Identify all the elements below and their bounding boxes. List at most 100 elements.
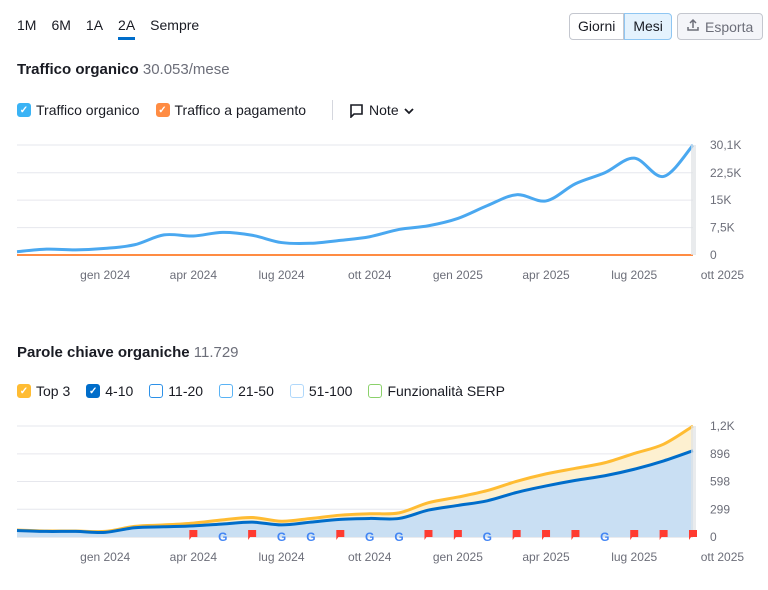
y-tick-label: 15K	[710, 193, 731, 207]
checkbox-unchecked-icon[interactable]	[289, 384, 304, 398]
export-button[interactable]: Esporta	[677, 13, 763, 40]
note-flag-icon[interactable]	[424, 530, 433, 540]
legend-label: 4-10	[105, 383, 134, 399]
flag-shape	[512, 530, 521, 540]
x-tick-label: apr 2024	[170, 268, 218, 282]
y-tick-label: 0	[710, 248, 717, 262]
legend-label: Traffico a pagamento	[174, 102, 307, 118]
x-tick-label: apr 2025	[522, 268, 570, 282]
legend-label: Top 3	[36, 383, 71, 399]
legend-organic-traffic[interactable]: ✓ Traffico organico	[17, 102, 140, 118]
google-update-icon[interactable]: G	[483, 530, 492, 544]
note-flag-icon[interactable]	[659, 530, 668, 540]
traffic-value: 30.053/mese	[142, 61, 230, 78]
x-tick-label: gen 2024	[80, 268, 130, 282]
flag-shape	[189, 530, 198, 540]
legend-funzionalit-serp[interactable]: Funzionalità SERP	[368, 383, 505, 399]
series-line-traffico-organico	[16, 144, 695, 254]
google-update-icon[interactable]: G	[218, 530, 227, 544]
note-flag-icon[interactable]	[512, 530, 521, 540]
flag-shape	[571, 530, 580, 540]
flag-shape	[542, 530, 551, 540]
checkbox-unchecked-icon[interactable]	[368, 384, 383, 398]
traffic-legend: ✓ Traffico organico ✓ Traffico a pagamento…	[17, 100, 424, 120]
note-flag-icon[interactable]	[630, 530, 639, 540]
divider	[332, 100, 334, 120]
legend-label: 11-20	[168, 383, 204, 399]
flag-shape	[630, 530, 639, 540]
legend-11-20[interactable]: 11-20	[149, 383, 203, 399]
note-flag-icon[interactable]	[689, 530, 697, 540]
google-update-icon[interactable]: G	[277, 530, 286, 544]
range-tab-1m[interactable]: 1M	[17, 17, 37, 33]
google-g: G	[483, 530, 492, 544]
checkbox-unchecked-icon[interactable]	[149, 384, 164, 398]
flag-shape	[689, 530, 697, 540]
traffic-title: Traffico organico 30.053/mese	[17, 61, 230, 78]
legend-label: 21-50	[238, 383, 274, 399]
google-g: G	[306, 530, 315, 544]
legend-top-3[interactable]: ✓ Top 3	[17, 383, 70, 399]
checkbox-checked-icon[interactable]: ✓	[86, 384, 101, 398]
x-tick-label: ott 2025	[701, 268, 745, 282]
y-tick-label: 896	[710, 447, 730, 461]
x-tick-label: gen 2025	[433, 268, 483, 282]
y-tick-label: 30,1K	[710, 138, 741, 152]
note-flag-icon[interactable]	[248, 530, 257, 540]
legend-label: 51-100	[308, 383, 353, 399]
google-update-icon[interactable]: G	[365, 530, 374, 544]
google-g: G	[365, 530, 374, 544]
flag-shape	[659, 530, 668, 540]
range-tab-1a[interactable]: 1A	[85, 17, 104, 33]
note-flag-icon[interactable]	[189, 530, 198, 540]
legend-21-50[interactable]: 21-50	[219, 383, 274, 399]
google-update-icon[interactable]: G	[600, 530, 609, 544]
x-tick-label: apr 2025	[522, 550, 570, 564]
keywords-title: Parole chiave organiche 11.729	[17, 344, 239, 361]
notes-dropdown[interactable]: Note	[349, 102, 414, 118]
google-g: G	[394, 530, 403, 544]
x-tick-label: lug 2024	[258, 268, 304, 282]
checkbox-checked-icon[interactable]: ✓	[155, 103, 170, 117]
x-tick-label: gen 2024	[80, 550, 130, 564]
google-g: G	[600, 530, 609, 544]
area-4-10	[17, 450, 693, 537]
legend-51-100[interactable]: 51-100	[289, 383, 353, 399]
y-tick-label: 0	[710, 530, 717, 544]
x-tick-label: gen 2025	[433, 550, 483, 564]
flag-shape	[424, 530, 433, 540]
note-flag-icon[interactable]	[453, 530, 462, 540]
google-update-icon[interactable]: G	[306, 530, 315, 544]
legend-paid-traffic[interactable]: ✓ Traffico a pagamento	[155, 102, 307, 118]
range-tab-2a[interactable]: 2A	[118, 17, 136, 40]
note-flag-icon[interactable]	[336, 530, 345, 540]
note-flag-icon[interactable]	[571, 530, 580, 540]
note-flag-icon[interactable]	[542, 530, 551, 540]
y-tick-label: 1,2K	[710, 419, 735, 433]
x-tick-label: ott 2024	[348, 550, 392, 564]
legend-label: Traffico organico	[36, 102, 140, 118]
upload-icon	[686, 18, 700, 35]
mesi-button[interactable]: Mesi	[624, 13, 672, 40]
y-tick-label: 22,5K	[710, 166, 741, 180]
x-tick-label: apr 2024	[170, 550, 218, 564]
x-tick-label: lug 2025	[611, 268, 657, 282]
legend-4-10[interactable]: ✓ 4-10	[86, 383, 133, 399]
range-tab-sempre[interactable]: Sempre	[150, 17, 200, 33]
google-update-icon[interactable]: G	[394, 530, 403, 544]
checkbox-checked-icon[interactable]: ✓	[17, 103, 31, 117]
notes-label: Note	[369, 102, 399, 118]
y-tick-label: 299	[710, 502, 730, 516]
range-tab-6m[interactable]: 6M	[51, 17, 71, 33]
checkbox-checked-icon[interactable]: ✓	[17, 384, 31, 398]
keywords-value: 11.729	[193, 344, 239, 361]
giorni-button[interactable]: Giorni	[569, 13, 625, 40]
google-g: G	[277, 530, 286, 544]
checkbox-unchecked-icon[interactable]	[219, 384, 234, 398]
flag-shape	[336, 530, 345, 540]
x-tick-label: ott 2024	[348, 268, 392, 282]
legend-label: Funzionalità SERP	[387, 383, 505, 399]
y-tick-label: 598	[710, 475, 730, 489]
x-tick-label: lug 2025	[611, 550, 657, 564]
